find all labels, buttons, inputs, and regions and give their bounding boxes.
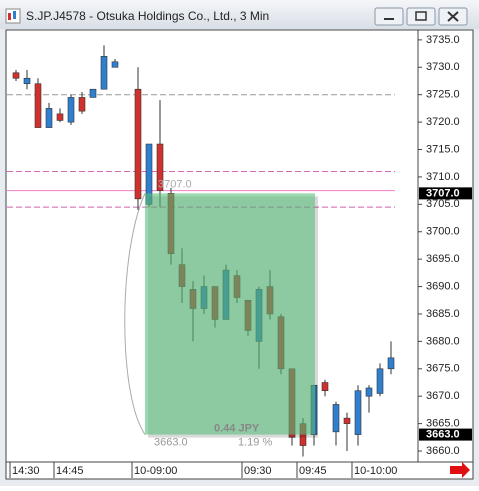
time-axis [5,461,474,480]
candle-body [89,88,97,98]
measure-curve [124,193,146,435]
y-tick-label: 3660.0 [426,445,460,457]
price-marker [419,428,472,441]
y-tick-label: 3685.0 [426,308,460,320]
y-tick-label: 3730.0 [426,61,460,73]
candle-body [34,83,42,128]
y-tick-label: 3695.0 [426,253,460,265]
candle-body [78,97,86,112]
candle-body [343,417,351,424]
candle-body [134,88,142,200]
candle-body [23,77,31,85]
measure-from-label: 3707.0 [158,178,192,190]
measure-to-label: 3663.0 [154,436,188,448]
x-tick-label: 09:45 [299,465,327,477]
candle-body [332,404,340,433]
x-tick-label: 14:30 [12,465,40,477]
candle-body [67,97,75,123]
x-tick-label: 10-10:00 [354,465,397,477]
x-tick-label: 09:30 [244,465,272,477]
y-tick-label: 3670.0 [426,390,460,402]
measure-percent: 1.19 % [238,436,272,448]
price-marker [419,187,472,200]
y-tick-label: 3700.0 [426,226,460,238]
candle-body [156,143,164,191]
y-tick-label: 3710.0 [426,171,460,183]
maximize-icon [415,11,427,21]
candle-body [111,61,119,68]
candle-body [354,390,362,435]
measure-change: 0.44 JPY [214,422,260,434]
minimize-button[interactable] [374,7,404,26]
y-tick-label: 3720.0 [426,116,460,128]
y-tick-label: 3690.0 [426,280,460,292]
x-tick-label: 14:45 [56,465,84,477]
window-title: S.JP.J4578 - Otsuka Holdings Co., Ltd., … [26,9,269,23]
y-tick-label: 3675.0 [426,363,460,375]
candle-body [321,382,329,392]
y-tick-label: 3665.0 [426,418,460,430]
window-buttons[interactable] [374,7,468,26]
price-marker-label: 3663.0 [426,428,460,440]
window-icon [13,11,16,19]
candle-body [365,387,373,397]
window-icon [8,13,11,20]
close-icon [447,11,459,22]
candle-body [376,368,384,394]
y-tick-label: 3705.0 [426,198,460,210]
x-tick-label: 10-09:00 [134,465,177,477]
candle-body [56,113,64,121]
maximize-button[interactable] [406,7,436,26]
y-tick-label: 3715.0 [426,143,460,155]
y-tick-label: 3680.0 [426,335,460,347]
price-marker-label: 3707.0 [426,187,460,199]
measure-box [145,193,315,435]
candle-body [387,357,395,370]
candle-body [100,56,108,90]
candle-body [12,72,20,79]
scroll-arrow[interactable] [450,462,470,478]
candle-body [45,108,53,128]
y-tick-label: 3735.0 [426,34,460,46]
y-tick-label: 3725.0 [426,89,460,101]
